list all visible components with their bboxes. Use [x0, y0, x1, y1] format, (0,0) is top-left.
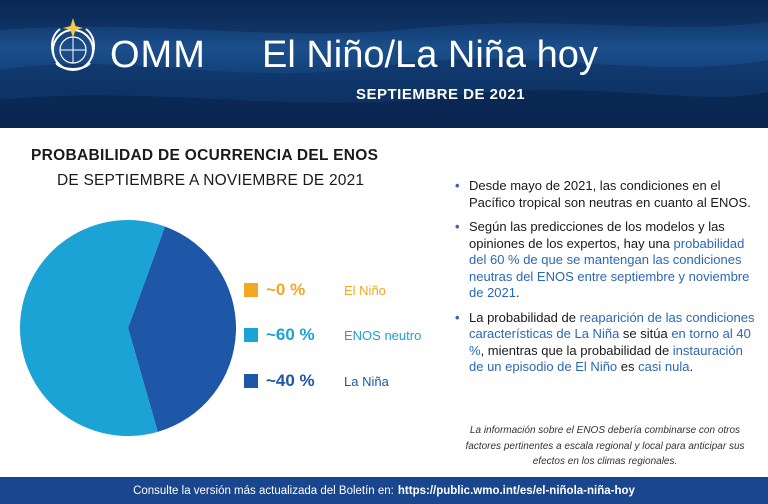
highlighted-text: casi nula — [638, 359, 690, 374]
highlighted-text: probabilidad del 60 % de que se mantenga… — [469, 235, 750, 301]
bullet-text: , mientras que la probabilidad de — [480, 342, 673, 358]
bullet-dot-icon: • — [455, 178, 460, 193]
footnote: La información sobre el ENOS debería com… — [465, 425, 745, 467]
pie-slice-enos-neutro — [19, 220, 165, 436]
legend-item: ~0 % El Niño — [244, 278, 386, 302]
legend-value: ~0 % — [266, 280, 306, 299]
chart-subtitle: DE SEPTIEMBRE A NOVIEMBRE DE 2021 — [57, 172, 365, 189]
chart-title: PROBABILIDAD DE OCURRENCIA DEL ENOS — [31, 147, 379, 164]
bullet-dot-icon: • — [455, 219, 460, 234]
bullet-text: La probabilidad de — [469, 309, 580, 325]
highlighted-text: reaparición de las condiciones caracterí… — [469, 309, 755, 342]
legend-label: La Niña — [344, 373, 389, 389]
legend-label: ENOS neutro — [344, 327, 422, 343]
legend-swatch — [244, 374, 258, 388]
bullet-text: . — [689, 359, 694, 374]
bulletin-link[interactable]: https://public.wmo.int/es/el-niñola-niña… — [397, 484, 635, 497]
bullet-list: • Desde mayo de 2021, las condiciones en … — [455, 178, 755, 384]
footer-bar: Consulte la versión más actualizada del … — [0, 477, 768, 504]
bullet-text: es — [617, 359, 639, 374]
probability-pie-chart — [19, 220, 236, 436]
bullet-text: . — [516, 285, 520, 300]
legend-value: ~40 % — [266, 371, 315, 390]
legend-swatch — [244, 328, 258, 342]
bullet-item: • La probabilidad de reaparición de las c… — [455, 310, 755, 376]
bulletin-date: SEPTIEMBRE DE 2021 — [356, 86, 526, 103]
bullet-text: se sitúa — [619, 326, 672, 341]
bullet-dot-icon: • — [455, 309, 460, 325]
highlighted-text: en torno al 40 % — [469, 326, 751, 358]
bullet-item: • Desde mayo de 2021, las condiciones en … — [455, 178, 755, 211]
header-banner: OMM El Niño/La Niña hoy SEPTIEMBRE DE 20… — [0, 0, 768, 128]
bullet-text: Desde mayo de 2021, las condiciones en e… — [469, 178, 751, 210]
footer-text: Consulte la versión más actualizada del … — [133, 484, 394, 497]
highlighted-text: instauración de un episodio de El Niño — [469, 342, 743, 375]
legend-value: ~60 % — [266, 325, 315, 344]
legend-label: El Niño — [344, 282, 386, 298]
bullet-item: • Según las predicciones de los modelos y… — [455, 219, 755, 302]
bulletin-title: El Niño/La Niña hoy — [262, 34, 598, 76]
organization-name: OMM — [110, 34, 206, 76]
water-background — [0, 0, 768, 128]
legend-item: ~40 % La Niña — [244, 369, 389, 393]
legend-swatch — [244, 283, 258, 297]
legend-item: ~60 % ENOS neutro — [244, 323, 421, 347]
wmo-emblem-icon — [51, 18, 95, 71]
bullet-text: Según las predicciones de los modelos y … — [469, 219, 725, 251]
pie-slice-la-niña — [128, 226, 236, 432]
